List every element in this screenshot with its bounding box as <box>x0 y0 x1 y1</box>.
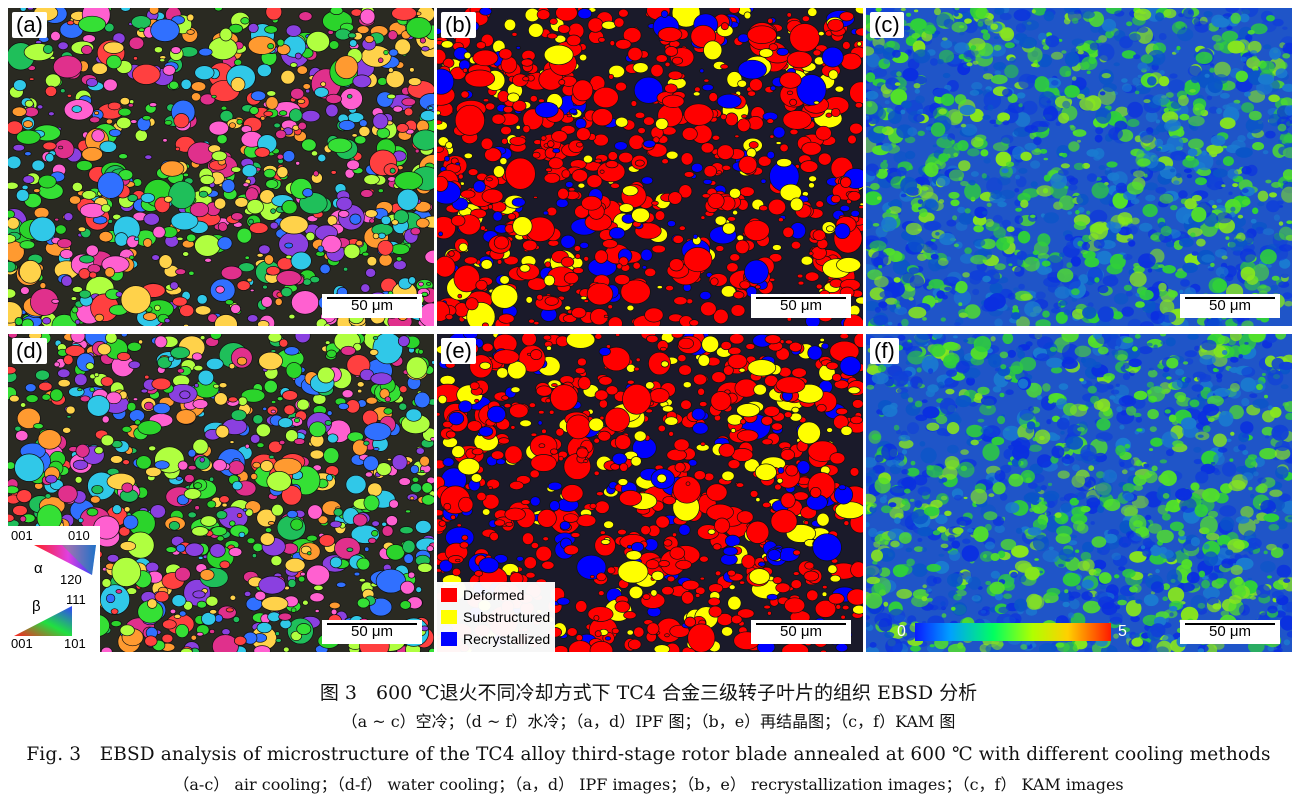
legend-label: Recrystallized <box>463 631 551 647</box>
legend-label: Deformed <box>463 587 525 603</box>
legend-item-substructured: Substructured <box>441 608 550 626</box>
ebsd-recrystallization-map <box>437 334 863 652</box>
ebsd-kam-map <box>866 8 1292 326</box>
ebsd-kam-map <box>866 334 1292 652</box>
panel-label: (d) <box>12 338 47 364</box>
ebsd-ipf-map <box>8 8 434 326</box>
panel-d: (d) 50 μm <box>8 334 434 652</box>
legend-label: Substructured <box>463 609 551 625</box>
ipf-beta-corner-001: 001 <box>11 636 33 651</box>
ipf-beta-triangle-icon <box>14 606 72 636</box>
scale-bar: 50 μm <box>322 294 422 318</box>
ipf-alpha-symbol: α <box>34 560 43 577</box>
scale-bar: 50 μm <box>751 294 851 318</box>
panel-label: (f) <box>870 338 899 364</box>
legend-item-deformed: Deformed <box>441 586 524 604</box>
caption-zh-subtitle: （a ~ c）空冷；（d ~ f）水冷；（a，d）IPF 图；（b，e）再结晶图… <box>341 712 956 731</box>
panel-f: (f) 50 μm <box>866 334 1292 652</box>
ipf-alpha-triangle-icon <box>34 545 96 575</box>
scale-bar: 50 μm <box>1180 620 1280 644</box>
legend-item-recrystallized: Recrystallized <box>441 630 550 648</box>
legend-swatch <box>441 610 457 624</box>
kam-color-bar <box>915 623 1111 641</box>
caption-en-subtitle: （a-c） air cooling；（d-f） water cooling；（a… <box>173 775 1124 794</box>
ipf-alpha-corner-120: 120 <box>60 572 82 587</box>
legend-swatch <box>441 632 457 646</box>
ipf-beta-corner-101: 101 <box>64 636 86 651</box>
ebsd-recrystallization-map <box>437 8 863 326</box>
legend-swatch <box>441 588 457 602</box>
scale-bar: 50 μm <box>751 620 851 644</box>
panel-b: (b) 50 μm <box>437 8 863 326</box>
ipf-legend: 001 010 α 120 β 111 001 101 <box>8 526 100 652</box>
panel-label: (e) <box>441 338 476 364</box>
ipf-alpha-corner-001: 001 <box>11 528 33 543</box>
recrystallization-legend: Deformed Substructured Recrystallized <box>437 582 555 652</box>
kam-min-label: 0 <box>897 623 906 640</box>
caption-en-title: Fig. 3 EBSD analysis of microstructure o… <box>26 744 1271 765</box>
kam-max-label: 5 <box>1118 623 1127 640</box>
ebsd-ipf-map <box>8 334 434 652</box>
ipf-beta-corner-111: 111 <box>66 592 86 607</box>
scale-bar: 50 μm <box>1180 294 1280 318</box>
panel-e: (e) 50 μm <box>437 334 863 652</box>
panel-label: (b) <box>441 12 476 38</box>
panel-label: (c) <box>870 12 904 38</box>
ipf-beta-symbol: β <box>32 598 41 615</box>
panel-c: (c) 50 μm <box>866 8 1292 326</box>
scale-bar: 50 μm <box>322 620 422 644</box>
panel-a: (a) 50 μm <box>8 8 434 326</box>
ipf-alpha-corner-010: 010 <box>68 528 90 543</box>
panel-label: (a) <box>12 12 47 38</box>
caption-zh-title: 图 3 600 ℃退火不同冷却方式下 TC4 合金三级转子叶片的组织 EBSD … <box>319 682 978 704</box>
